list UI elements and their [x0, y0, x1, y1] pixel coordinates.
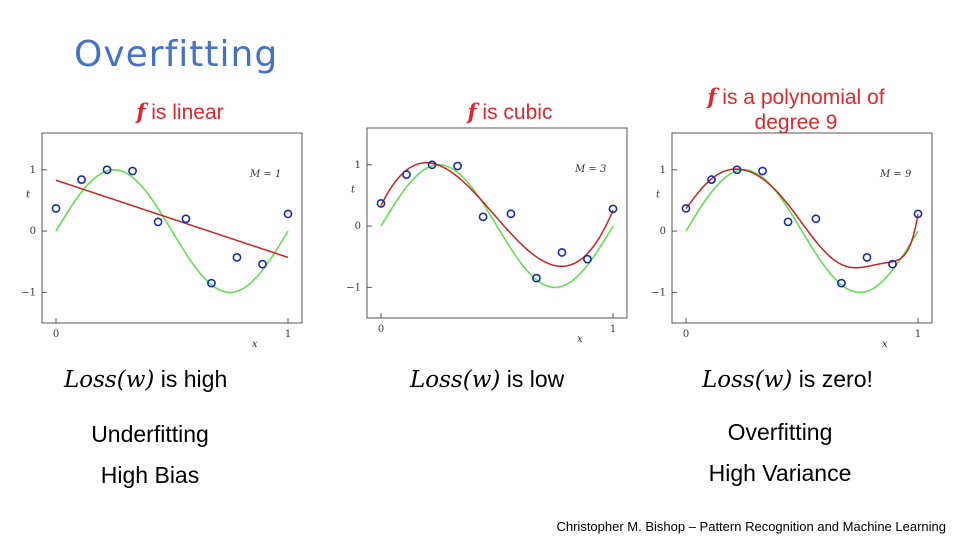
data-point	[51, 203, 61, 213]
loss-text: is low	[500, 366, 565, 392]
loss-text: is zero!	[792, 366, 873, 392]
y-tick-label: −1	[651, 287, 666, 298]
y-tick-label: 0	[660, 226, 666, 237]
x-tick-label: 1	[285, 329, 291, 340]
function-symbol: f	[136, 99, 146, 124]
y-tick-label: 1	[355, 160, 361, 171]
y-tick-label: 1	[660, 165, 666, 176]
data-point	[811, 214, 821, 224]
data-point	[181, 214, 191, 224]
x-tick-label: 0	[378, 324, 384, 335]
data-point	[506, 209, 516, 219]
heading-text: is cubic	[476, 101, 553, 124]
plot-linear-fit: −1 0 1 0 1 x t M = 1	[21, 132, 303, 350]
loss-expression: Loss(w)	[702, 367, 793, 393]
plot-curves	[685, 168, 919, 294]
data-point	[557, 248, 567, 257]
data-point	[207, 278, 216, 288]
y-tick-label: 0	[355, 221, 361, 232]
verdict-line1: Overfitting	[727, 419, 833, 445]
data-point	[837, 278, 846, 288]
x-tick-label: 0	[53, 329, 59, 340]
y-axis-label: t	[656, 189, 661, 200]
x-axis-label: x	[252, 339, 258, 350]
loss-cubic: Loss(w) is low	[410, 366, 564, 393]
data-point	[913, 209, 923, 219]
heading-linear: f is linear	[100, 99, 260, 125]
model-order-label: M = 3	[574, 164, 606, 175]
heading-text-line2: degree 9	[754, 111, 838, 134]
fitted-polynomial-curve	[380, 161, 614, 268]
y-tick-label: 0	[30, 226, 36, 237]
data-point	[376, 198, 386, 208]
slide-title: Overfitting	[74, 34, 279, 75]
data-point	[532, 273, 541, 283]
y-tick-label: 1	[30, 165, 36, 176]
heading-text: is linear	[145, 101, 224, 124]
data-point	[102, 165, 112, 175]
target-sine-curve	[685, 168, 919, 294]
source-credit: Christopher M. Bishop – Pattern Recognit…	[556, 519, 946, 534]
heading-text: is a polynomial of	[716, 86, 885, 109]
plot-frame	[41, 132, 303, 324]
plot-cubic-fit: −1 0 1 0 1 x t M = 3	[346, 127, 628, 345]
y-tick-label: −1	[346, 282, 361, 293]
plot-degree9-fit: −1 0 1 0 1 x t M = 9	[651, 132, 933, 350]
x-tick-label: 0	[683, 329, 689, 340]
function-symbol: f	[707, 84, 717, 109]
plot-frame	[366, 127, 628, 319]
function-symbol: f	[467, 99, 477, 124]
data-point	[283, 209, 293, 219]
data-point	[402, 170, 411, 179]
plot-curves	[380, 161, 614, 289]
fitted-polynomial-curve	[55, 179, 289, 259]
y-axis-label: t	[26, 189, 31, 200]
loss-text: is high	[154, 366, 228, 392]
data-point	[783, 217, 793, 227]
data-point	[478, 212, 488, 222]
x-axis-label: x	[882, 339, 888, 350]
plot-curves	[55, 168, 289, 294]
y-tick-label: −1	[21, 287, 36, 298]
data-point	[862, 253, 872, 262]
loss-expression: Loss(w)	[410, 367, 501, 393]
target-sine-curve	[55, 168, 289, 294]
verdict-overfitting: Overfitting High Variance	[680, 412, 880, 494]
x-axis-label: x	[577, 334, 583, 345]
data-point	[453, 161, 462, 171]
data-point	[681, 203, 691, 213]
loss-degree9: Loss(w) is zero!	[702, 366, 873, 393]
y-axis-label: t	[351, 184, 356, 195]
verdict-line2: High Bias	[100, 462, 200, 488]
x-tick-label: 1	[915, 329, 921, 340]
verdict-line2: High Variance	[708, 460, 852, 486]
data-point	[732, 165, 742, 175]
data-point	[77, 175, 86, 184]
data-point	[583, 254, 592, 264]
loss-linear: Loss(w) is high	[64, 366, 227, 393]
data-point	[232, 253, 242, 262]
data-point	[888, 259, 897, 269]
fitted-polynomial-curve	[685, 168, 919, 269]
heading-cubic: f is cubic	[430, 99, 590, 125]
data-point	[128, 166, 137, 176]
data-point	[707, 175, 716, 184]
heading-degree9: f is a polynomial of degree 9	[676, 84, 916, 135]
data-point	[258, 259, 267, 269]
data-point	[153, 217, 163, 227]
x-tick-label: 1	[610, 324, 616, 335]
target-sine-curve	[380, 163, 614, 289]
data-point	[758, 166, 767, 176]
plot-frame	[671, 132, 933, 324]
loss-expression: Loss(w)	[64, 367, 155, 393]
model-order-label: M = 9	[879, 169, 912, 180]
data-point	[427, 160, 437, 170]
data-point	[608, 204, 618, 214]
verdict-line1: Underfitting	[91, 421, 209, 447]
model-order-label: M = 1	[249, 169, 281, 180]
verdict-underfitting: Underfitting High Bias	[60, 414, 240, 496]
